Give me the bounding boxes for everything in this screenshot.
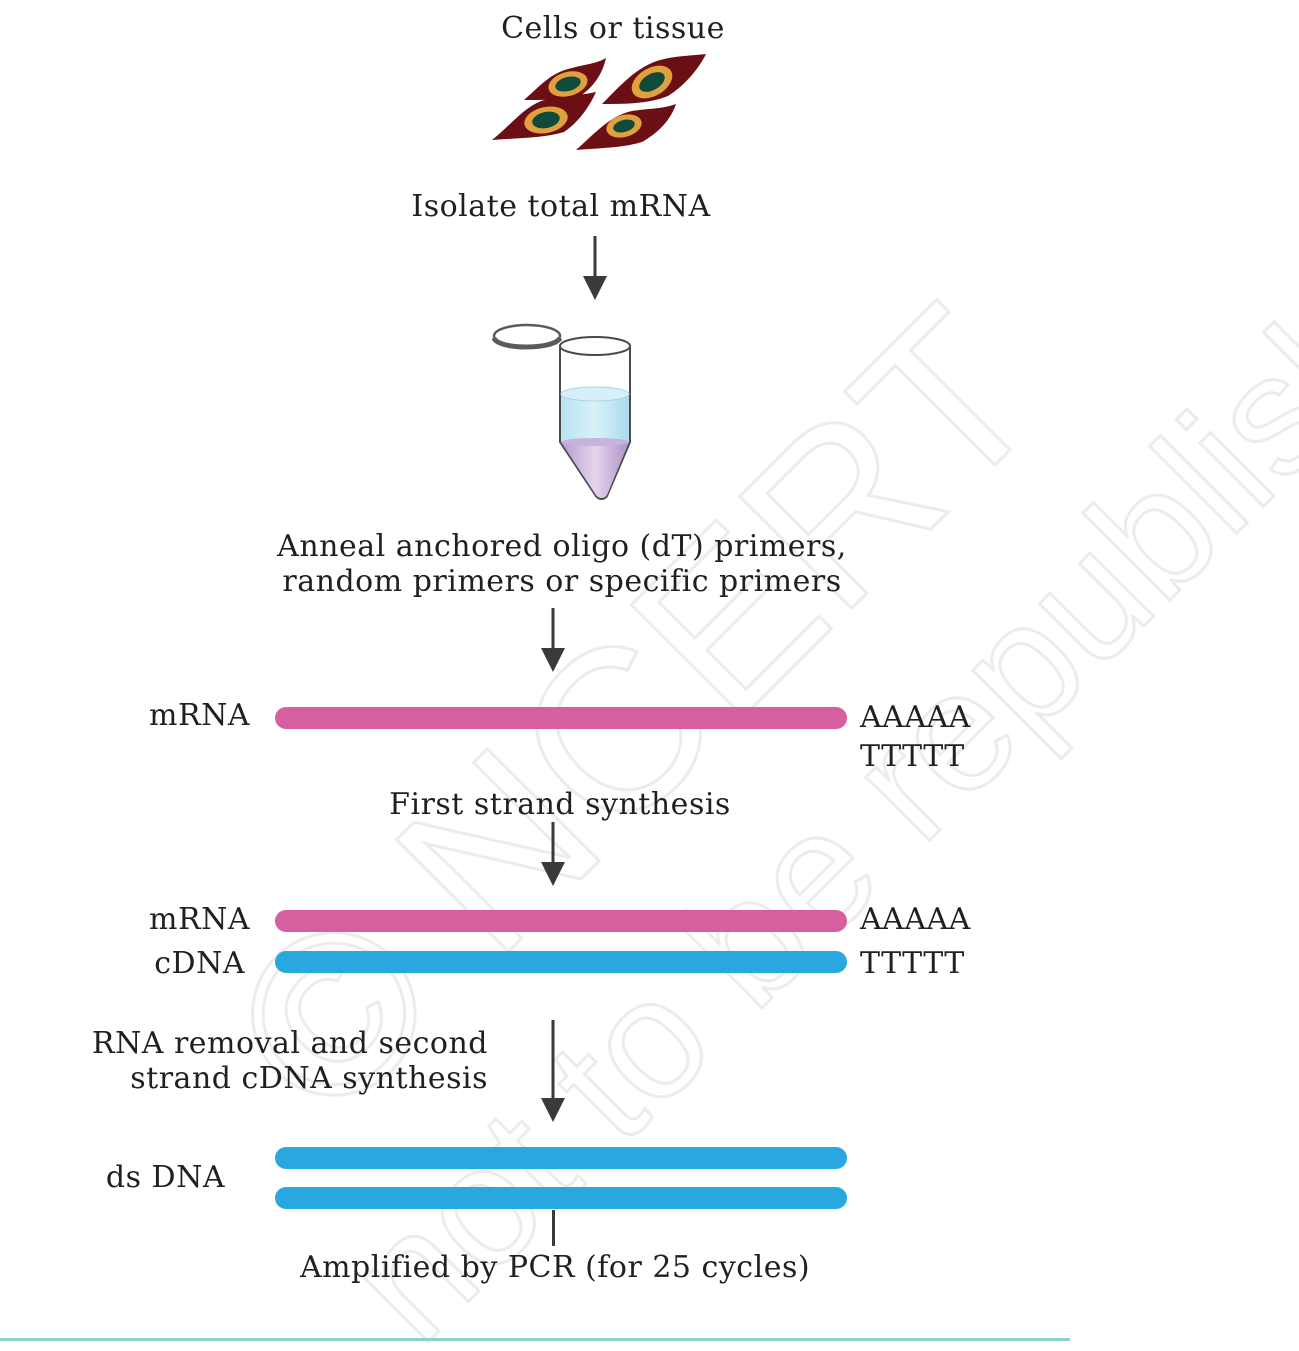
mrna-strand	[275, 910, 847, 932]
down-arrow-icon	[541, 822, 565, 886]
poly-a-tail: AAAAA	[860, 700, 971, 735]
dsdna-strand-top	[275, 1147, 847, 1169]
rna-removal-label-line1: RNA removal and second	[91, 1026, 488, 1061]
cells-tissue-icon	[492, 54, 706, 150]
poly-t-primer: TTTTT	[860, 946, 965, 981]
down-arrow-icon	[583, 236, 607, 300]
cdna-label: cDNA	[154, 946, 245, 981]
cdna-strand	[275, 951, 847, 973]
isolate-label: Isolate total mRNA	[411, 189, 711, 224]
amplified-label: Amplified by PCR (for 25 cycles)	[299, 1250, 811, 1285]
mrna-label: mRNA	[149, 902, 250, 937]
dsdna-label: ds DNA	[105, 1160, 225, 1195]
first-strand-label: First strand synthesis	[389, 787, 731, 822]
microcentrifuge-tube-icon	[491, 323, 631, 500]
poly-a-tail: AAAAA	[860, 902, 971, 937]
mrna-strand	[275, 707, 847, 729]
rna-removal-label-line2: strand cDNA synthesis	[130, 1061, 488, 1096]
mrna-label: mRNA	[149, 698, 250, 733]
bottom-divider	[0, 1338, 1070, 1341]
dsdna-strand-bottom	[275, 1187, 847, 1209]
anneal-label-line2: random primers or specific primers	[282, 564, 842, 599]
poly-t-primer: TTTTT	[860, 739, 965, 774]
down-arrow-icon	[541, 608, 565, 672]
cells-label: Cells or tissue	[501, 11, 725, 46]
pcr-connector-line	[552, 1210, 555, 1246]
down-arrow-icon	[541, 1020, 565, 1122]
anneal-label-line1: Anneal anchored oligo (dT) primers,	[277, 529, 847, 564]
